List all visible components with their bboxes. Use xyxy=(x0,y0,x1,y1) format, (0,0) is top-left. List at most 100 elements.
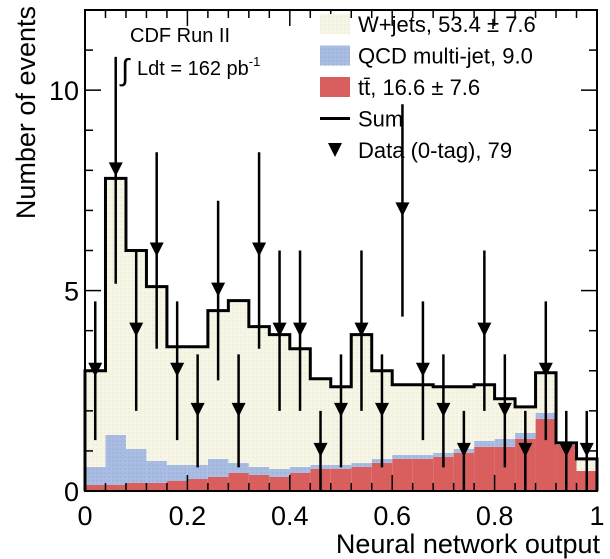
ttbar-bar xyxy=(392,458,413,491)
ttbar-bar xyxy=(371,462,393,491)
data-point xyxy=(252,152,267,349)
wjets-bar xyxy=(474,384,495,441)
data-marker xyxy=(354,322,369,337)
data-marker xyxy=(252,242,267,257)
legend-label: tt̄, 16.6 ± 7.6 xyxy=(358,75,480,100)
qcd-series xyxy=(85,412,577,485)
sum-step-line xyxy=(83,176,599,491)
data-point xyxy=(211,200,226,381)
qcd-bar xyxy=(392,454,413,459)
data-marker xyxy=(272,322,287,337)
data-marker xyxy=(538,362,553,377)
data-marker xyxy=(415,362,430,377)
data-marker xyxy=(170,362,185,377)
ttbar-bar xyxy=(187,478,208,491)
data-marker xyxy=(395,202,410,217)
y-tick-label: 0 xyxy=(64,477,79,507)
data-marker xyxy=(211,282,226,297)
qcd-bar xyxy=(105,434,126,485)
legend-entry: W+jets, 53.4 ± 7.6 xyxy=(320,12,536,37)
qcd-bar xyxy=(146,460,167,483)
qcd-bar xyxy=(85,466,106,485)
y-tick-label: 5 xyxy=(64,277,79,307)
data-point xyxy=(518,410,533,491)
legend-label: W+jets, 53.4 ± 7.6 xyxy=(358,12,536,37)
ttbar-bar xyxy=(494,446,516,491)
data-point xyxy=(354,250,369,411)
legend-swatch xyxy=(320,77,350,97)
legend-label: Sum xyxy=(358,107,403,132)
data-point xyxy=(170,301,185,441)
legend-entry: QCD multi-jet, 9.0 xyxy=(320,44,533,69)
x-axis-label: Neural network output xyxy=(336,529,601,559)
data-point xyxy=(129,250,144,411)
data-marker xyxy=(149,242,164,257)
data-point xyxy=(477,250,492,411)
ttbar-bar xyxy=(125,482,147,491)
data-marker xyxy=(456,442,471,457)
ttbar-bar xyxy=(433,456,454,491)
legend-swatch xyxy=(320,14,350,34)
data-marker xyxy=(579,442,594,457)
ttbar-bar xyxy=(289,472,311,491)
qcd-bar xyxy=(412,454,434,459)
data-marker xyxy=(293,322,308,337)
qcd-bar xyxy=(166,464,188,481)
data-point xyxy=(456,410,471,491)
data-marker xyxy=(518,442,533,457)
data-marker xyxy=(477,322,492,337)
x-tick-label: 0.2 xyxy=(169,501,207,531)
annotation-line1: CDF Run II xyxy=(130,25,230,47)
data-point xyxy=(415,301,430,441)
legend-marker xyxy=(328,143,342,157)
run-annotation: CDF Run II ∫ Ldt = 162 pb-1 xyxy=(119,25,260,87)
data-marker xyxy=(436,402,451,417)
ttbar-bar xyxy=(105,484,126,491)
ttbar-bar xyxy=(412,458,434,491)
legend-entry: Data (0-tag), 79 xyxy=(328,138,512,163)
data-marker xyxy=(231,402,246,417)
wjets-bar xyxy=(248,326,270,467)
wjets-bar xyxy=(146,286,167,461)
data-point xyxy=(149,152,164,349)
data-marker xyxy=(334,402,348,417)
qcd-bar xyxy=(474,440,495,447)
data-point xyxy=(395,104,410,317)
wjets-bar xyxy=(207,310,229,459)
data-point xyxy=(579,410,594,491)
ttbar-bar xyxy=(85,484,106,491)
data-point xyxy=(538,301,553,441)
qcd-bar xyxy=(289,466,311,473)
data-point xyxy=(559,410,574,491)
qcd-bar xyxy=(248,466,270,475)
data-point xyxy=(190,354,205,468)
y-tick-label: 10 xyxy=(49,76,79,106)
x-tick-label: 0 xyxy=(77,501,92,531)
ttbar-bar xyxy=(207,476,229,491)
legend-entry: Sum xyxy=(320,107,403,132)
data-points xyxy=(88,56,594,491)
wjets-bar xyxy=(105,178,126,435)
data-marker xyxy=(129,322,144,337)
data-point xyxy=(436,354,451,468)
luminosity-exponent: -1 xyxy=(249,54,261,69)
x-tick-label: 1 xyxy=(589,501,604,531)
data-marker xyxy=(313,442,328,457)
data-marker xyxy=(559,442,574,457)
sum-line xyxy=(83,176,599,491)
legend-swatch xyxy=(320,45,350,66)
luminosity-text: Ldt = 162 pb xyxy=(137,58,249,80)
ttbar-bar xyxy=(330,468,352,491)
qcd-bar xyxy=(269,468,290,477)
qcd-bar xyxy=(351,462,372,467)
legend-label: QCD multi-jet, 9.0 xyxy=(358,44,533,69)
integral-sign: ∫ xyxy=(119,54,131,87)
qcd-bar xyxy=(187,464,208,479)
data-marker xyxy=(497,402,512,417)
data-point xyxy=(313,410,328,491)
ttbar-bar xyxy=(146,482,167,491)
ttbar-bar xyxy=(535,418,557,491)
legend-entry: tt̄, 16.6 ± 7.6 xyxy=(320,75,480,100)
data-point xyxy=(293,250,308,411)
